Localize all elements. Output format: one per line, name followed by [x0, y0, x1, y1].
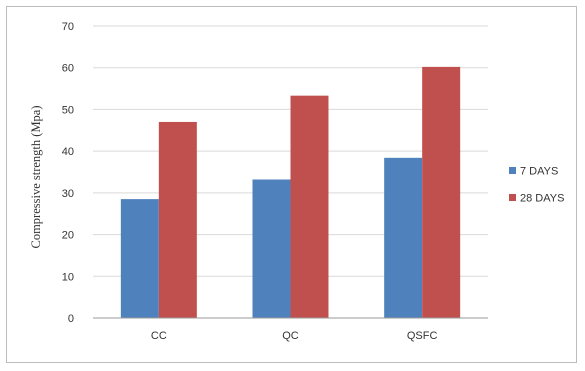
legend-swatch: [509, 167, 516, 174]
y-tick-label: 40: [62, 146, 74, 158]
x-category-label: QC: [282, 330, 299, 342]
bar-cc-7-days: [120, 199, 159, 318]
legend-label: 28 DAYS: [520, 193, 564, 205]
y-tick-label: 20: [62, 230, 74, 242]
y-tick-label: 10: [62, 271, 74, 283]
y-tick-label: 50: [62, 104, 74, 116]
legend: 7 DAYS 28 DAYS: [509, 166, 564, 205]
x-category-label: CC: [151, 330, 167, 342]
x-axis-categories: CC QC QSFC: [151, 330, 438, 342]
y-tick-label: 30: [62, 188, 74, 200]
bar-qc-7-days: [252, 179, 291, 318]
legend-label: 7 DAYS: [520, 166, 558, 178]
legend-swatch: [509, 194, 516, 201]
y-tick-label: 70: [62, 21, 74, 33]
y-axis-ticks: 0 10 20 30 40 50 60 70: [62, 21, 74, 325]
y-tick-label: 0: [68, 313, 74, 325]
x-category-label: QSFC: [407, 330, 438, 342]
bars: [120, 66, 461, 318]
bar-qsfc-28-days: [422, 66, 461, 318]
bar-qc-28-days: [290, 95, 329, 318]
y-tick-label: 60: [62, 63, 74, 75]
y-axis-label: Compressive strength (Mpa): [29, 105, 43, 248]
bar-qsfc-7-days: [384, 157, 423, 318]
bar-cc-28-days: [158, 121, 197, 318]
